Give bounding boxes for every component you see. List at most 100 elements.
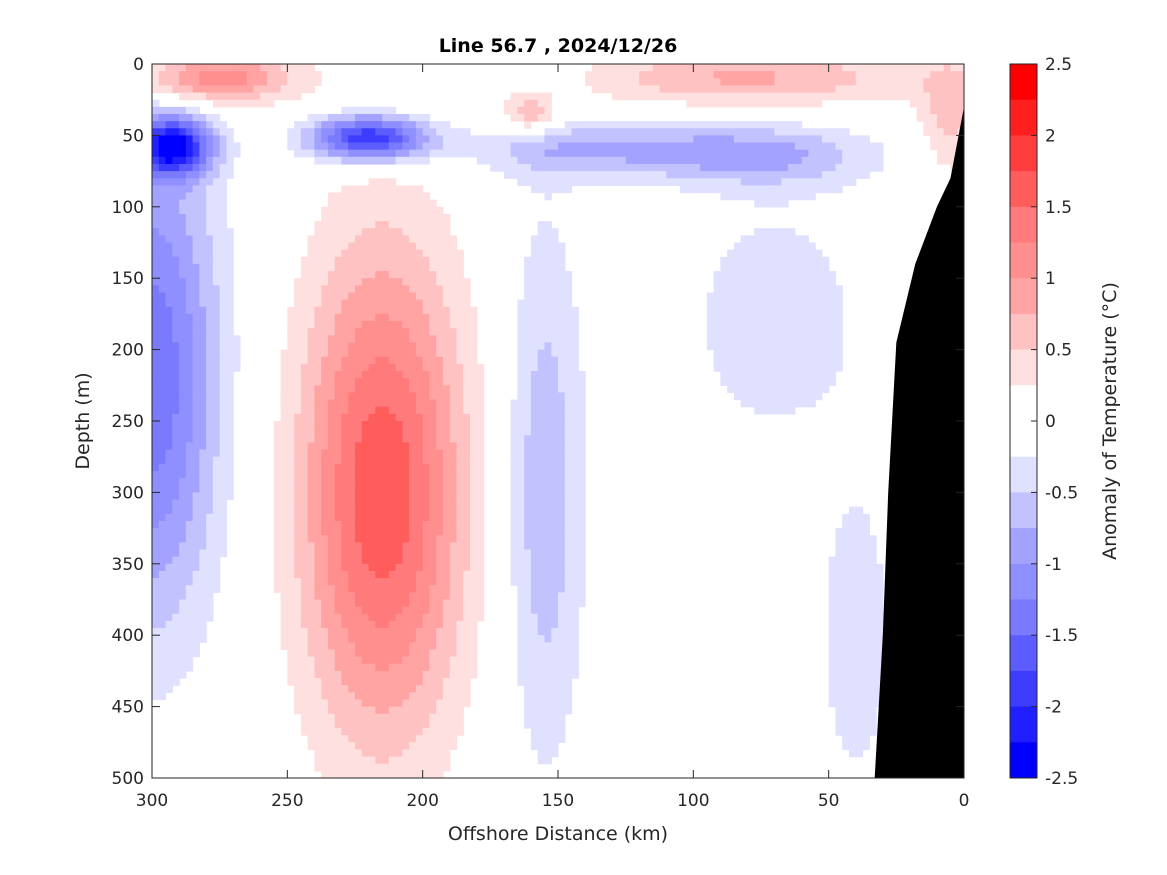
heat-cell xyxy=(463,520,471,529)
heat-cell xyxy=(212,556,221,565)
heat-cell xyxy=(781,235,789,244)
heat-cell xyxy=(578,513,586,522)
heat-cell xyxy=(808,142,816,151)
heat-cell xyxy=(524,163,532,172)
heat-cell xyxy=(395,406,403,415)
heat-cell xyxy=(334,528,343,536)
heat-cell xyxy=(307,399,315,408)
heat-cell xyxy=(321,278,329,286)
heat-cell xyxy=(355,563,363,572)
heat-cell xyxy=(842,520,850,529)
heat-cell xyxy=(341,235,349,244)
heat-cell xyxy=(280,556,288,565)
heat-cell xyxy=(862,85,870,94)
heat-cell xyxy=(754,385,762,394)
heat-cell xyxy=(212,192,221,201)
heat-cell xyxy=(835,592,843,601)
heat-cell xyxy=(537,613,546,622)
heat-cell xyxy=(422,470,431,479)
heat-cell xyxy=(429,228,437,236)
heat-cell xyxy=(415,242,424,251)
heat-cell xyxy=(713,299,721,308)
heat-cell xyxy=(185,313,194,322)
heat-cell xyxy=(382,406,390,415)
heat-cell xyxy=(788,256,796,265)
heat-cell xyxy=(199,285,207,294)
heat-cell xyxy=(368,113,376,122)
heat-cell xyxy=(774,349,782,358)
heat-cell xyxy=(172,363,180,372)
heat-cell xyxy=(429,535,437,543)
heat-cell xyxy=(212,520,221,529)
heat-cell xyxy=(206,221,214,229)
heat-cell xyxy=(212,371,221,379)
heat-cell xyxy=(307,142,315,151)
heat-cell xyxy=(848,635,857,643)
heat-cell xyxy=(300,378,309,386)
heat-cell xyxy=(300,149,309,158)
heat-cell xyxy=(226,271,234,279)
heat-cell xyxy=(835,349,843,358)
heat-cell xyxy=(530,592,539,601)
heat-cell xyxy=(788,178,796,186)
heat-cell xyxy=(754,406,762,415)
heat-cell xyxy=(835,335,843,344)
heat-cell xyxy=(179,399,187,408)
heat-cell xyxy=(375,520,383,529)
heat-cell xyxy=(348,385,356,394)
heat-cell xyxy=(388,342,397,351)
heat-cell xyxy=(869,642,877,651)
heat-cell xyxy=(422,535,431,543)
heat-cell xyxy=(422,128,431,136)
heat-cell xyxy=(307,556,315,565)
heat-cell xyxy=(226,449,234,458)
heat-cell xyxy=(781,92,789,101)
heat-cell xyxy=(429,528,437,536)
heat-cell xyxy=(388,299,397,308)
heat-cell xyxy=(781,249,789,258)
heat-cell xyxy=(327,206,336,215)
heat-cell xyxy=(355,535,363,543)
heat-cell xyxy=(219,156,228,165)
heat-cell xyxy=(558,563,566,572)
heat-cell xyxy=(226,413,234,422)
heat-cell xyxy=(192,628,200,636)
heat-cell xyxy=(530,256,539,265)
heat-cell xyxy=(530,392,539,401)
heat-cell xyxy=(280,642,288,651)
heat-cell xyxy=(192,592,200,601)
heat-cell xyxy=(334,620,343,629)
heat-cell xyxy=(463,492,471,501)
heat-cell xyxy=(713,149,721,158)
heat-cell xyxy=(361,149,370,158)
heat-cell xyxy=(456,292,464,301)
heat-cell xyxy=(355,456,363,465)
heat-cell xyxy=(476,478,485,486)
heat-cell xyxy=(815,306,823,315)
heat-cell xyxy=(551,285,559,294)
heat-cell xyxy=(530,506,539,515)
heat-cell xyxy=(774,228,782,236)
heat-cell xyxy=(388,406,397,415)
heat-cell xyxy=(294,599,302,608)
heat-cell xyxy=(219,64,228,72)
heat-cell xyxy=(591,64,600,72)
heat-cell xyxy=(761,242,769,251)
heat-cell xyxy=(497,142,505,151)
heat-cell xyxy=(815,321,823,329)
heat-cell xyxy=(781,78,789,87)
heat-cell xyxy=(720,178,728,186)
heat-cell xyxy=(415,363,424,372)
heat-cell xyxy=(361,363,370,372)
heat-cell xyxy=(794,285,803,294)
heat-cell xyxy=(754,335,762,344)
heat-cell xyxy=(212,185,221,194)
heat-cell xyxy=(334,599,343,608)
heat-cell xyxy=(307,356,315,365)
heat-cell xyxy=(368,285,376,294)
heat-cell xyxy=(327,278,336,286)
heat-cell xyxy=(571,378,579,386)
heat-cell xyxy=(158,335,167,344)
heat-cell xyxy=(280,620,288,629)
heat-cell xyxy=(463,463,471,472)
